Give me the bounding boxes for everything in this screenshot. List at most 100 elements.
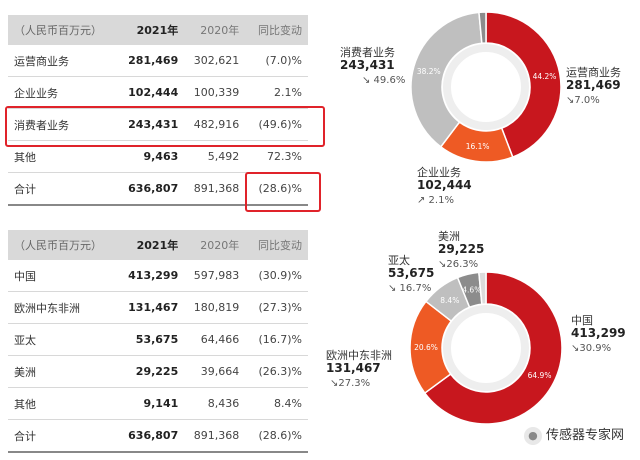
slice-label: 8.4% [440, 296, 459, 305]
value-yoy: (49.6)% [239, 108, 308, 141]
value-2020: 100,339 [178, 76, 240, 109]
value-2021: 636,807 [120, 419, 179, 453]
row-label: 合计 [8, 172, 121, 206]
slice-label: 16.1% [466, 142, 490, 151]
value-2021: 102,444 [120, 76, 179, 109]
callout-change: ↘27.3% [330, 378, 371, 389]
callout-name: 欧洲中东非洲 [326, 349, 392, 362]
donut-slice [410, 11, 483, 148]
header-2021: 2021年 [120, 15, 179, 45]
callout-name: 消费者业务 [340, 46, 395, 59]
callout-change: ↗ 2.1% [417, 195, 454, 206]
value-2021: 131,467 [120, 291, 179, 324]
header-yoy: 同比变动 [239, 230, 308, 260]
value-2020: 39,664 [178, 355, 240, 388]
slice-label: 38.2% [417, 67, 441, 76]
callout-consumer: 消费者业务 243,431 ↘ 49.6% [340, 46, 405, 87]
value-2020: 64,466 [178, 323, 240, 356]
value-2021: 53,675 [120, 323, 179, 356]
row-label: 合计 [8, 419, 121, 453]
value-2021: 636,807 [120, 172, 179, 206]
table-total-row: 合计 636,807 891,368 (28.6)% [8, 419, 308, 453]
value-yoy: (28.6)% [239, 419, 308, 453]
inner-ring [443, 305, 529, 391]
donut-slice [423, 271, 563, 425]
donut-slice [485, 11, 562, 159]
callout-value: 102,444 [417, 178, 472, 192]
value-yoy: (16.7)% [239, 323, 308, 356]
row-label: 运营商业务 [8, 45, 121, 77]
callout-value: 281,469 [566, 78, 621, 92]
header-2020: 2020年 [178, 15, 240, 45]
table-row: 中国 413,299 597,983 (30.9)% [8, 260, 308, 292]
value-2020: 8,436 [178, 387, 240, 420]
inner-ring [443, 44, 529, 130]
value-2021: 9,141 [120, 387, 179, 420]
callout-value: 131,467 [326, 361, 381, 375]
callout-change: ↘30.9% [571, 343, 612, 354]
value-2020: 302,621 [178, 45, 240, 77]
value-2020: 891,368 [178, 172, 240, 206]
slice-label: 64.9% [528, 371, 552, 380]
value-2020: 597,983 [178, 260, 240, 292]
row-label: 企业业务 [8, 76, 121, 109]
table-row: 运营商业务 281,469 302,621 (7.0)% [8, 45, 308, 77]
slice-label: 44.2% [533, 72, 557, 81]
callout-change: ↘ 16.7% [388, 283, 432, 294]
callout-name: 中国 [571, 314, 593, 327]
table-row: 亚太 53,675 64,466 (16.7)% [8, 323, 308, 356]
callout-value: 243,431 [340, 58, 395, 72]
table-row: 消费者业务 243,431 482,916 (49.6)% [8, 108, 308, 141]
callout-name: 运营商业务 [566, 66, 621, 79]
callout-china: 中国 413,299 ↘30.9% [571, 314, 626, 355]
value-2020: 180,819 [178, 291, 240, 324]
callout-emea: 欧洲中东非洲 131,467 ↘27.3% [326, 349, 392, 390]
table-header-row: （人民币百万元） 2021年 2020年 同比变动 [8, 15, 308, 45]
row-label: 其他 [8, 387, 121, 420]
row-label: 美洲 [8, 355, 121, 388]
callout-name: 企业业务 [417, 166, 461, 179]
callout-carrier: 运营商业务 281,469 ↘7.0% [566, 66, 621, 107]
value-2021: 413,299 [120, 260, 179, 292]
header-unit: （人民币百万元） [8, 230, 121, 260]
table-row: 其他 9,141 8,436 8.4% [8, 387, 308, 420]
value-yoy: 2.1% [239, 76, 308, 109]
callout-change: ↘26.3% [438, 259, 479, 270]
header-yoy: 同比变动 [239, 15, 308, 45]
callout-americas: 美洲 29,225 ↘26.3% [438, 230, 484, 271]
value-yoy: (7.0)% [239, 45, 308, 77]
slice-label: 4.6% [462, 286, 481, 295]
callout-value: 53,675 [388, 266, 435, 280]
header-2021: 2021年 [120, 230, 179, 260]
value-yoy: 8.4% [239, 387, 308, 420]
table-row: 美洲 29,225 39,664 (26.3)% [8, 355, 308, 388]
row-label: 亚太 [8, 323, 121, 356]
table-row: 欧洲中东非洲 131,467 180,819 (27.3)% [8, 291, 308, 324]
donut-slice [478, 11, 487, 45]
table-total-row: 合计 636,807 891,368 (28.6)% [8, 172, 308, 206]
value-2021: 29,225 [120, 355, 179, 388]
value-yoy: (30.9)% [239, 260, 308, 292]
header-unit: （人民币百万元） [8, 15, 121, 45]
row-label: 消费者业务 [8, 108, 121, 141]
watermark: ● 传感器专家网 [523, 424, 624, 445]
value-2020: 482,916 [178, 108, 240, 141]
region-revenue-table: （人民币百万元） 2021年 2020年 同比变动 中国 413,299 597… [8, 230, 308, 453]
table-row: 企业业务 102,444 100,339 2.1% [8, 76, 308, 109]
donut-slice [478, 271, 487, 306]
callout-name: 美洲 [438, 230, 460, 243]
callout-change: ↘7.0% [566, 95, 600, 106]
callout-apac: 亚太 53,675 ↘ 16.7% [388, 254, 434, 295]
consumer-row-highlight [5, 106, 325, 147]
table-header-row: （人民币百万元） 2021年 2020年 同比变动 [8, 230, 308, 260]
callout-value: 29,225 [438, 242, 485, 256]
value-2021: 243,431 [120, 108, 179, 141]
callout-name: 亚太 [388, 254, 410, 267]
value-yoy: (28.6)% [239, 172, 308, 206]
callout-enterprise: 企业业务 102,444 ↗ 2.1% [417, 166, 472, 207]
watermark-text: 传感器专家网 [545, 428, 624, 443]
header-2020: 2020年 [178, 230, 240, 260]
callout-change: ↘ 49.6% [362, 75, 406, 86]
value-yoy: (27.3)% [239, 291, 308, 324]
